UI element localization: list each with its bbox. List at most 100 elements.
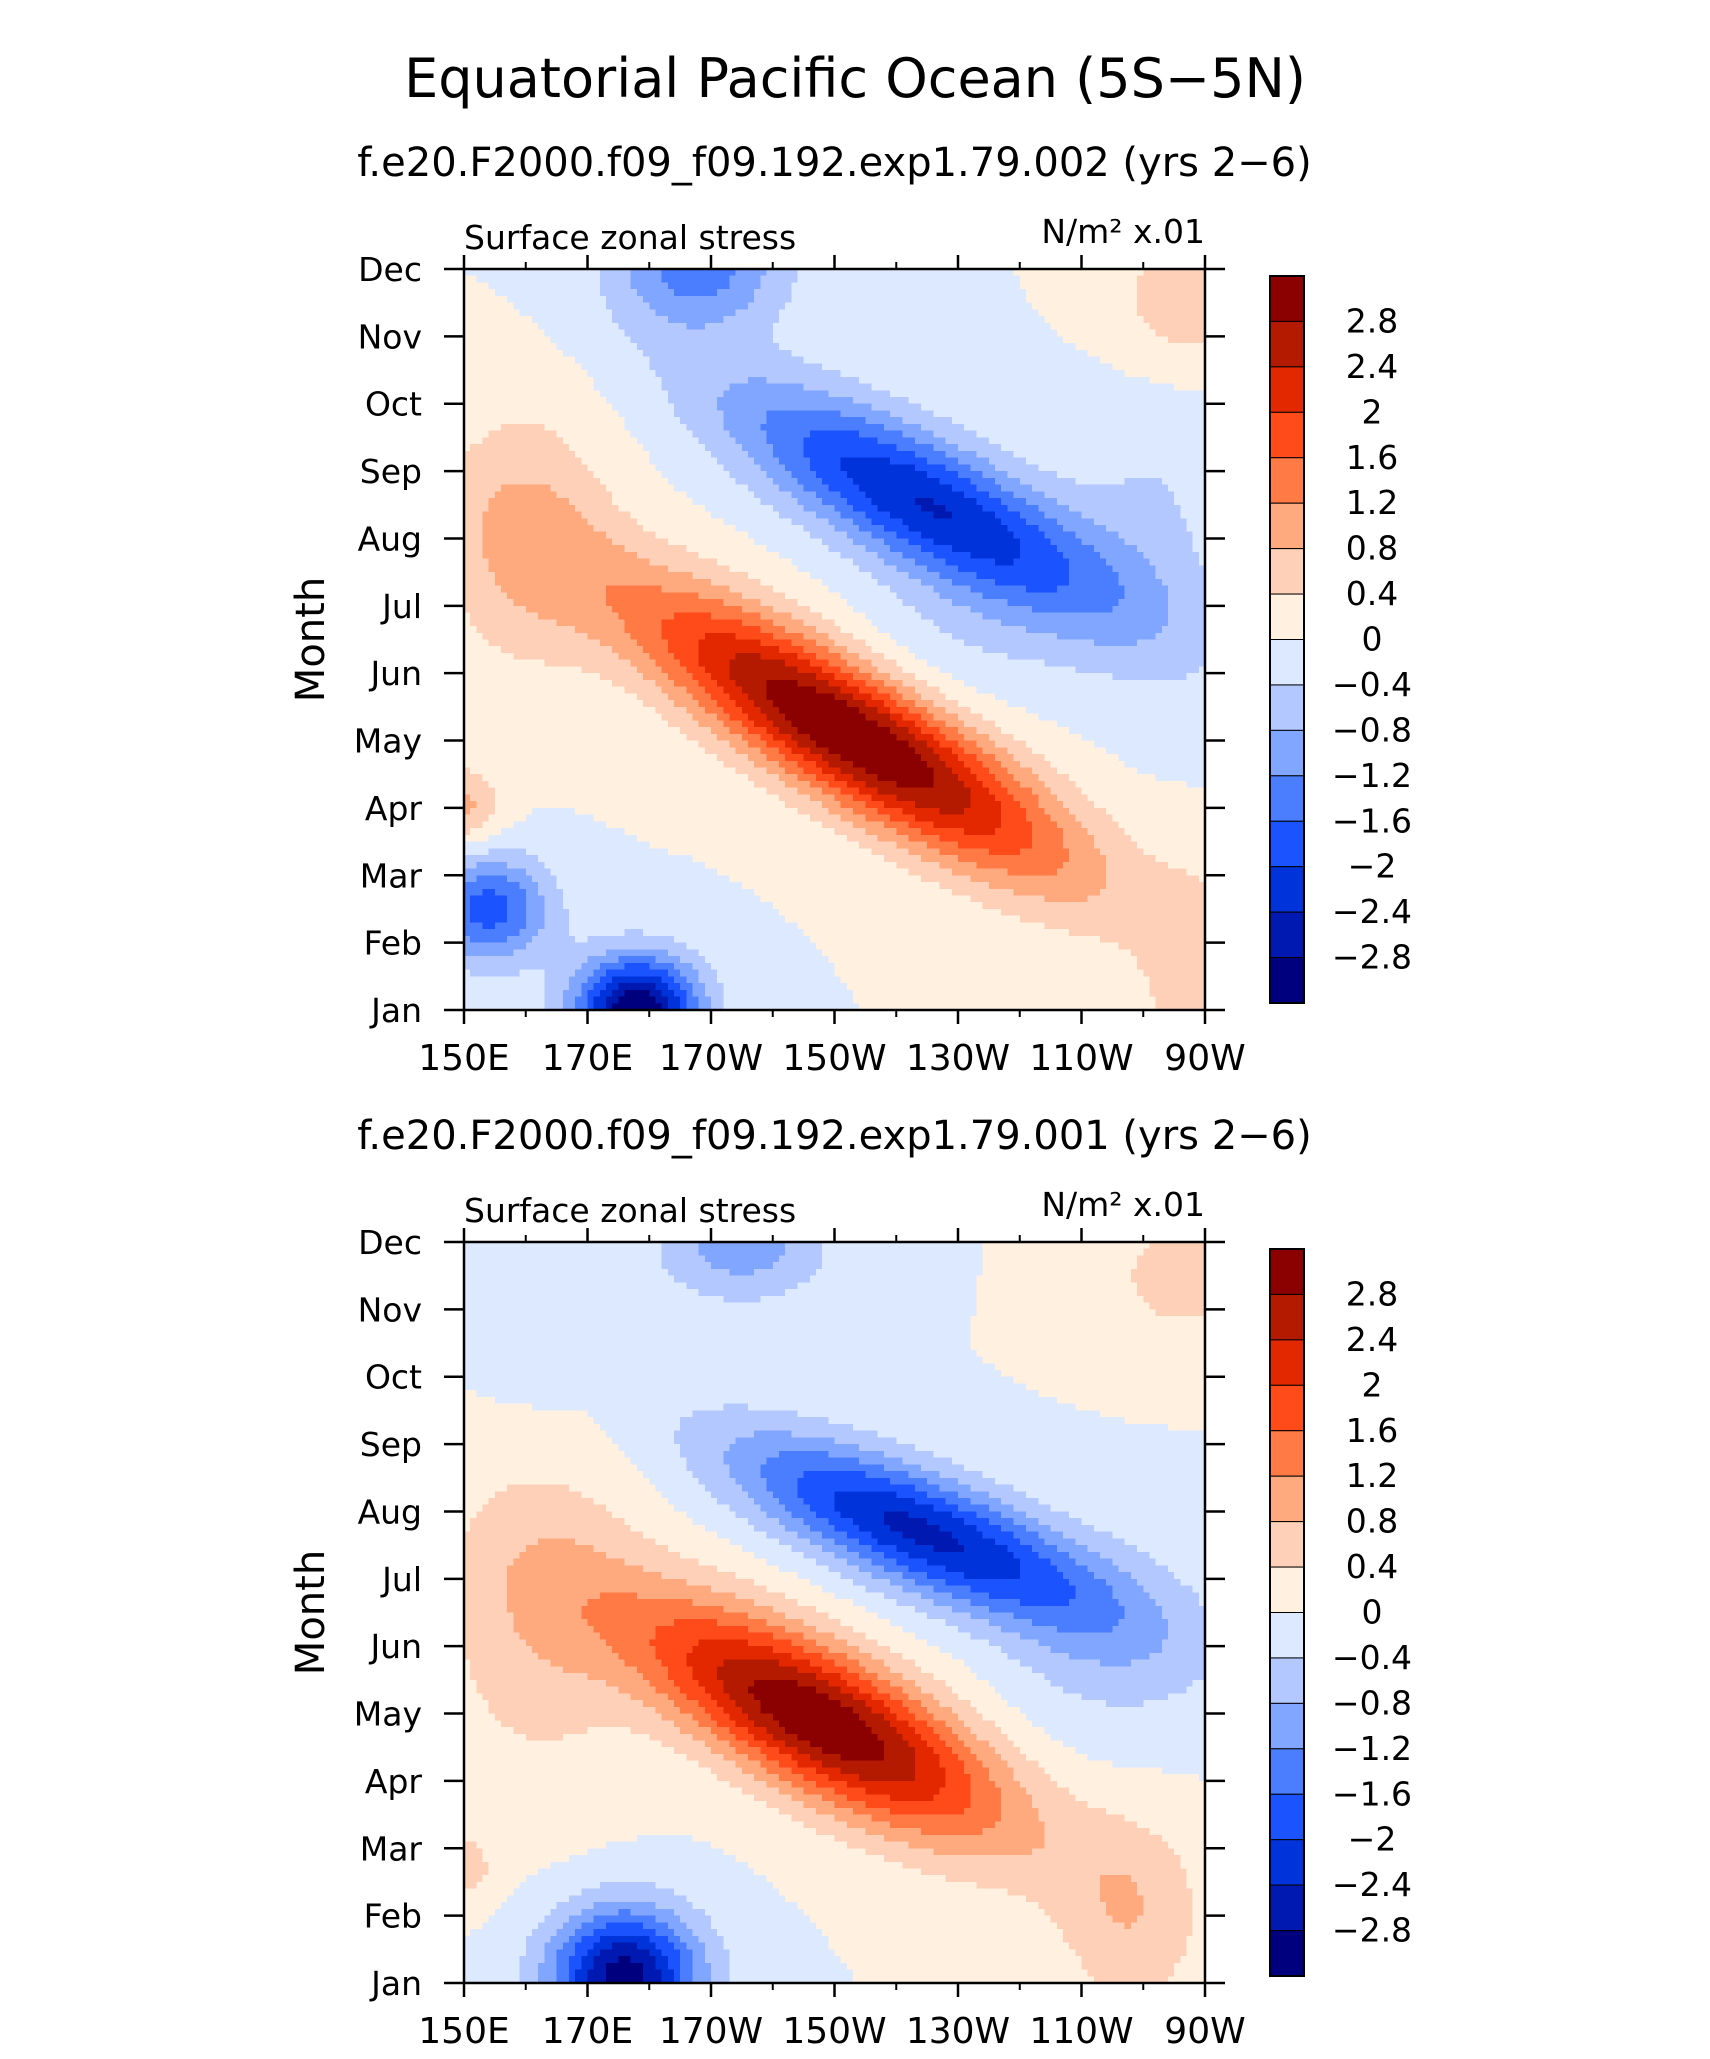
contour-cell	[773, 532, 780, 539]
contour-cell	[933, 525, 940, 532]
contour-cell	[964, 384, 971, 391]
contour-cell	[847, 384, 854, 391]
contour-cell	[859, 491, 866, 498]
contour-cell	[816, 404, 823, 411]
contour-cell	[977, 471, 984, 478]
contour-cell	[550, 444, 557, 451]
contour-cell	[785, 309, 792, 316]
contour-cell	[655, 491, 662, 498]
contour-cell	[705, 538, 712, 545]
contour-cell	[785, 397, 792, 404]
contour-cell	[674, 485, 681, 492]
contour-cell	[1106, 309, 1113, 316]
contour-cell	[1094, 343, 1101, 350]
contour-cell	[748, 384, 755, 391]
contour-cell	[835, 370, 842, 377]
contour-cell	[1131, 478, 1138, 485]
contour-cell	[705, 404, 712, 411]
contour-cell	[1057, 336, 1064, 343]
contour-cell	[1032, 377, 1039, 384]
contour-cell	[575, 289, 582, 296]
contour-cell	[532, 525, 539, 532]
contour-cell	[1112, 532, 1119, 539]
contour-cell	[754, 538, 761, 545]
contour-cell	[1180, 384, 1187, 391]
contour-cell	[983, 424, 990, 431]
contour-cell	[1063, 505, 1070, 512]
contour-cell	[902, 336, 909, 343]
contour-cell	[526, 451, 533, 458]
contour-cell	[816, 464, 823, 471]
contour-cell	[600, 309, 607, 316]
contour-cell	[767, 512, 774, 519]
contour-cell	[816, 512, 823, 519]
contour-cell	[637, 464, 644, 471]
contour-cell	[538, 512, 545, 519]
contour-cell	[569, 336, 576, 343]
contour-cell	[1026, 491, 1033, 498]
contour-cell	[483, 330, 490, 337]
contour-cell	[606, 330, 613, 337]
contour-cell	[983, 357, 990, 364]
contour-cell	[507, 464, 514, 471]
contour-cell	[853, 377, 860, 384]
contour-cell	[612, 538, 619, 545]
contour-cell	[847, 491, 854, 498]
contour-cell	[1063, 431, 1070, 438]
contour-cell	[730, 410, 737, 417]
contour-cell	[841, 323, 848, 330]
contour-cell	[501, 330, 508, 337]
contour-cell	[797, 397, 804, 404]
contour-cell	[927, 357, 934, 364]
contour-cell	[933, 390, 940, 397]
contour-cell	[890, 404, 897, 411]
contour-cell	[1044, 437, 1051, 444]
contour-cell	[1032, 336, 1039, 343]
contour-cell	[872, 545, 879, 552]
contour-cell	[865, 357, 872, 364]
contour-cell	[921, 336, 928, 343]
contour-cell	[754, 444, 761, 451]
contour-cell	[970, 330, 977, 337]
contour-cell	[810, 437, 817, 444]
contour-cell	[964, 471, 971, 478]
contour-cell	[841, 525, 848, 532]
contour-cell	[1007, 424, 1014, 431]
contour-cell	[884, 377, 891, 384]
contour-cell	[977, 512, 984, 519]
contour-cell	[964, 498, 971, 505]
contour-cell	[754, 478, 761, 485]
contour-cell	[637, 323, 644, 330]
contour-cell	[1168, 424, 1175, 431]
contour-cell	[1180, 525, 1187, 532]
contour-cell	[797, 518, 804, 525]
contour-cell	[835, 303, 842, 310]
contour-cell	[1082, 276, 1089, 283]
contour-cell	[699, 377, 706, 384]
contour-cell	[878, 437, 885, 444]
contour-cell	[1125, 404, 1132, 411]
contour-cell	[1088, 330, 1095, 337]
contour-cell	[1156, 410, 1163, 417]
contour-cell	[933, 424, 940, 431]
contour-cell	[489, 357, 496, 364]
contour-cell	[1156, 424, 1163, 431]
contour-cell	[1014, 350, 1021, 357]
contour-cell	[476, 417, 483, 424]
contour-cell	[495, 498, 502, 505]
contour-cell	[767, 303, 774, 310]
contour-cell	[847, 410, 854, 417]
contour-cell	[495, 471, 502, 478]
contour-cell	[872, 505, 879, 512]
contour-cell	[853, 282, 860, 289]
contour-cell	[1106, 323, 1113, 330]
contour-cell	[476, 390, 483, 397]
contour-cell	[550, 545, 557, 552]
contour-cell	[1038, 512, 1045, 519]
contour-cell	[674, 410, 681, 417]
contour-cell	[1174, 357, 1181, 364]
contour-cell	[1186, 282, 1193, 289]
contour-cell	[1082, 397, 1089, 404]
contour-cell	[995, 538, 1002, 545]
contour-cell	[995, 296, 1002, 303]
